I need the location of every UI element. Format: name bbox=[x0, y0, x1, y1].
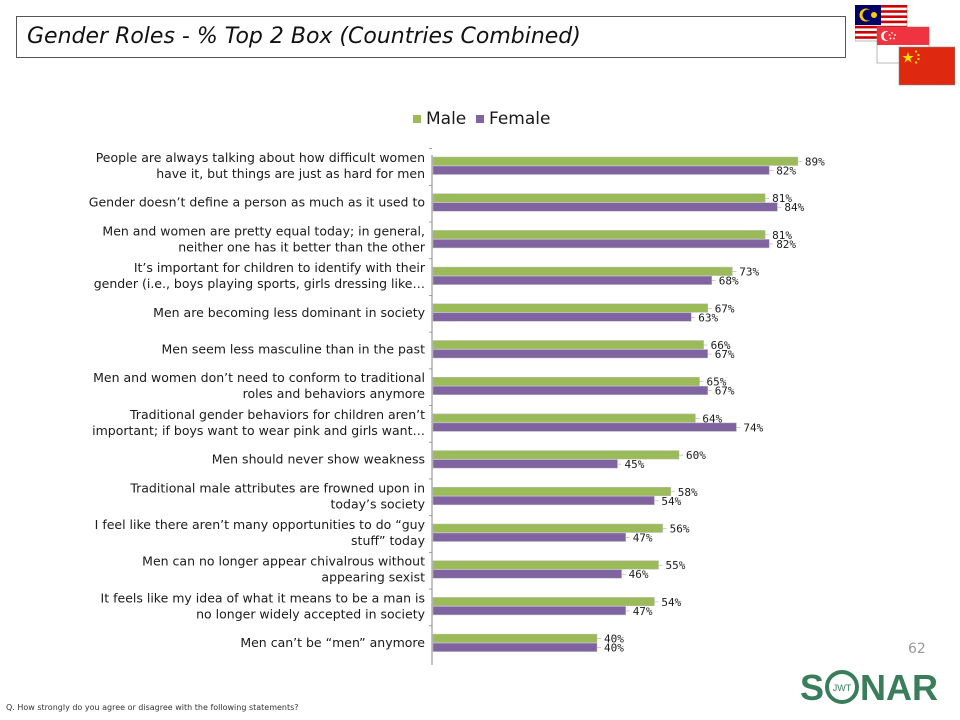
data-label-male: 67% bbox=[715, 302, 735, 315]
data-label-male: 40% bbox=[604, 633, 624, 646]
bar-female bbox=[432, 642, 598, 652]
data-label-female: 63% bbox=[698, 311, 718, 324]
category-label: Men and women are pretty equal today; in… bbox=[102, 223, 425, 238]
data-label-female: 84% bbox=[784, 201, 804, 214]
data-label-male: 54% bbox=[661, 596, 681, 609]
logo-letter-s: S bbox=[800, 667, 824, 708]
page-number: 62 bbox=[908, 641, 926, 657]
sonar-jwt-logo: S JWT NAR bbox=[800, 660, 940, 710]
category-label: neither one has it better than the other bbox=[178, 239, 426, 254]
legend-label-male: Male bbox=[426, 109, 466, 129]
data-label-male: 81% bbox=[772, 192, 792, 205]
bar-male bbox=[432, 523, 663, 533]
data-label-male: 73% bbox=[739, 266, 759, 279]
data-label-female: 67% bbox=[715, 348, 735, 361]
bar-female bbox=[432, 165, 770, 175]
data-label-female: 67% bbox=[715, 385, 735, 398]
bar-male bbox=[432, 340, 704, 350]
category-label: stuff” today bbox=[351, 533, 426, 548]
legend-swatch-male bbox=[413, 115, 421, 123]
bar-female bbox=[432, 606, 626, 616]
bar-male bbox=[432, 633, 598, 643]
category-label: roles and behaviors anymore bbox=[243, 386, 426, 401]
bar-male bbox=[432, 487, 672, 497]
bar-female bbox=[432, 569, 622, 579]
data-label-male: 56% bbox=[670, 523, 690, 536]
bar-female bbox=[432, 422, 737, 432]
survey-question-footnote: Q. How strongly do you agree or disagree… bbox=[6, 703, 299, 712]
data-label-male: 64% bbox=[702, 412, 722, 425]
bar-female bbox=[432, 496, 655, 506]
title-box: Gender Roles - % Top 2 Box (Countries Co… bbox=[16, 16, 846, 58]
data-label-female: 82% bbox=[776, 165, 796, 178]
bar-male bbox=[432, 303, 708, 313]
flags-graphic bbox=[854, 4, 956, 86]
bar-chart: Male Female People are always talking abou… bbox=[89, 109, 825, 665]
bar-female bbox=[432, 459, 618, 469]
legend-label-female: Female bbox=[489, 109, 550, 129]
country-flags bbox=[854, 4, 956, 95]
data-label-female: 47% bbox=[633, 605, 653, 618]
category-label: today’s society bbox=[331, 496, 426, 511]
category-label: Traditional male attributes are frowned … bbox=[129, 480, 425, 495]
bar-female bbox=[432, 312, 692, 322]
bar-male bbox=[432, 230, 766, 240]
bar-male bbox=[432, 560, 659, 570]
data-label-male: 58% bbox=[678, 486, 698, 499]
logo-ring-icon bbox=[825, 670, 859, 704]
logo-graphic: S JWT NAR bbox=[800, 667, 938, 708]
data-label-male: 66% bbox=[711, 339, 731, 352]
bar-female bbox=[432, 202, 778, 212]
data-label-female: 45% bbox=[625, 458, 645, 471]
category-label: Traditional gender behaviors for childre… bbox=[129, 407, 425, 422]
china-flag-icon bbox=[898, 46, 956, 86]
data-label-female: 46% bbox=[629, 568, 649, 581]
bar-male bbox=[432, 413, 696, 423]
data-label-male: 60% bbox=[686, 449, 706, 462]
data-label-male: 89% bbox=[805, 156, 825, 169]
data-label-female: 68% bbox=[719, 275, 739, 288]
bar-male bbox=[432, 597, 655, 607]
category-label: Men seem less masculine than in the past bbox=[162, 342, 426, 357]
category-label: gender (i.e., boys playing sports, girls… bbox=[94, 276, 425, 291]
category-label: I feel like there aren’t many opportunit… bbox=[95, 517, 426, 532]
logo-letters-nar: NAR bbox=[860, 667, 938, 708]
bar-male bbox=[432, 156, 799, 166]
page-title: Gender Roles - % Top 2 Box (Countries Co… bbox=[27, 24, 581, 49]
legend-swatch-female bbox=[476, 115, 484, 123]
data-label-female: 40% bbox=[604, 642, 624, 655]
category-label: Men can no longer appear chivalrous with… bbox=[142, 554, 425, 569]
category-label: no longer widely accepted in society bbox=[196, 606, 425, 621]
data-label-female: 74% bbox=[743, 421, 763, 434]
category-label: Men can’t be “men” anymore bbox=[240, 635, 425, 650]
category-label: Men should never show weakness bbox=[212, 452, 425, 467]
data-label-female: 82% bbox=[776, 238, 796, 251]
category-label: Gender doesn’t define a person as much a… bbox=[89, 195, 425, 210]
category-label: It feels like my idea of what it means t… bbox=[101, 590, 425, 605]
bar-male bbox=[432, 266, 733, 276]
data-label-male: 65% bbox=[707, 376, 727, 389]
bar-male bbox=[432, 376, 700, 386]
category-label: important; if boys want to wear pink and… bbox=[92, 423, 425, 438]
data-label-female: 47% bbox=[633, 532, 653, 545]
data-label-male: 81% bbox=[772, 229, 792, 242]
category-label: have it, but things are just as hard for… bbox=[156, 166, 425, 181]
category-label: appearing sexist bbox=[321, 570, 425, 585]
bar-female bbox=[432, 349, 708, 359]
category-label: It’s important for children to identify … bbox=[134, 260, 426, 275]
category-label: Men are becoming less dominant in societ… bbox=[153, 305, 425, 320]
category-label: Men and women don’t need to conform to t… bbox=[93, 370, 425, 385]
bar-female bbox=[432, 239, 770, 249]
category-label: People are always talking about how diff… bbox=[96, 150, 425, 165]
bar-male bbox=[432, 193, 766, 203]
logo-inner-text: JWT bbox=[833, 683, 852, 693]
bar-female bbox=[432, 385, 708, 395]
data-label-female: 54% bbox=[661, 495, 681, 508]
bar-female bbox=[432, 275, 713, 285]
data-label-male: 55% bbox=[666, 559, 686, 572]
bar-female bbox=[432, 532, 626, 542]
